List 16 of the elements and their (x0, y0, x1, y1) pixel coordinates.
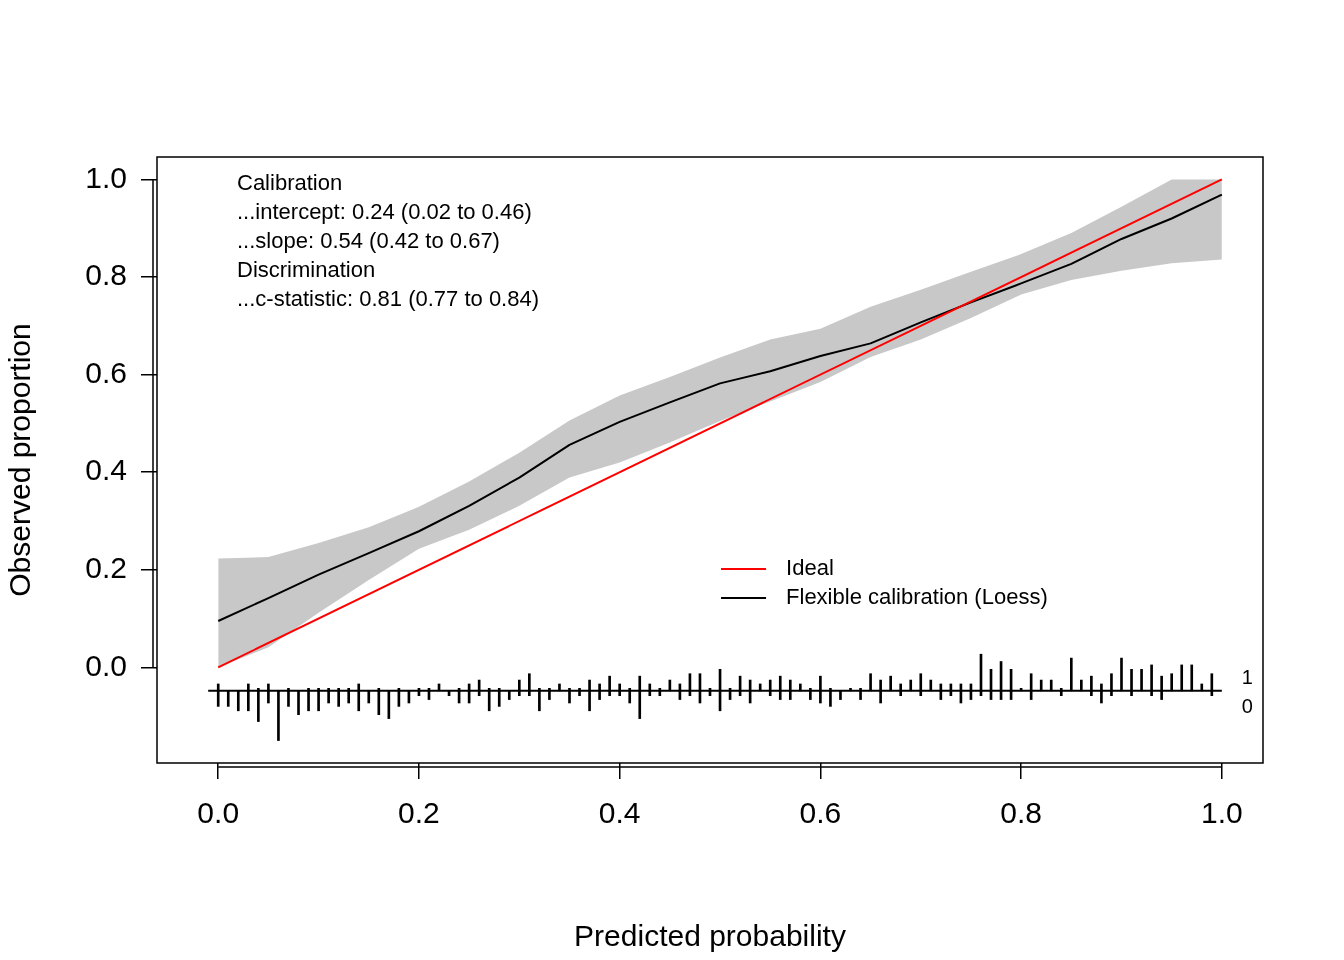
y-tick-label: 0.2 (85, 551, 127, 585)
y-axis-title: Observed proportion (3, 323, 37, 597)
x-tick-label: 0.2 (398, 796, 440, 830)
y-tick-label: 0.0 (85, 648, 127, 682)
x-axis-title: Predicted probability (574, 919, 846, 953)
x-tick-label: 1.0 (1200, 796, 1243, 830)
series-label: 1 (1241, 666, 1253, 689)
x-tick-label: 0.0 (197, 796, 240, 830)
x-tick-label: 0.4 (598, 796, 641, 830)
x-tick-label: 0.8 (1000, 796, 1042, 830)
y-tick-label: 0.8 (85, 258, 127, 292)
y-tick-label: 0.4 (85, 453, 127, 487)
y-tick-label: 1.0 (85, 160, 127, 194)
x-tick-label: 0.6 (799, 796, 842, 830)
y-tick-label: 0.6 (85, 355, 127, 389)
series-label: 0 (1241, 695, 1253, 718)
